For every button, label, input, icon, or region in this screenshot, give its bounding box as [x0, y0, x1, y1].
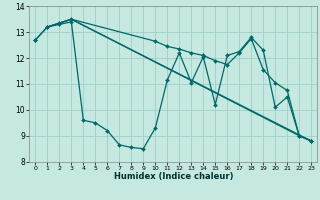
X-axis label: Humidex (Indice chaleur): Humidex (Indice chaleur)	[114, 172, 233, 181]
